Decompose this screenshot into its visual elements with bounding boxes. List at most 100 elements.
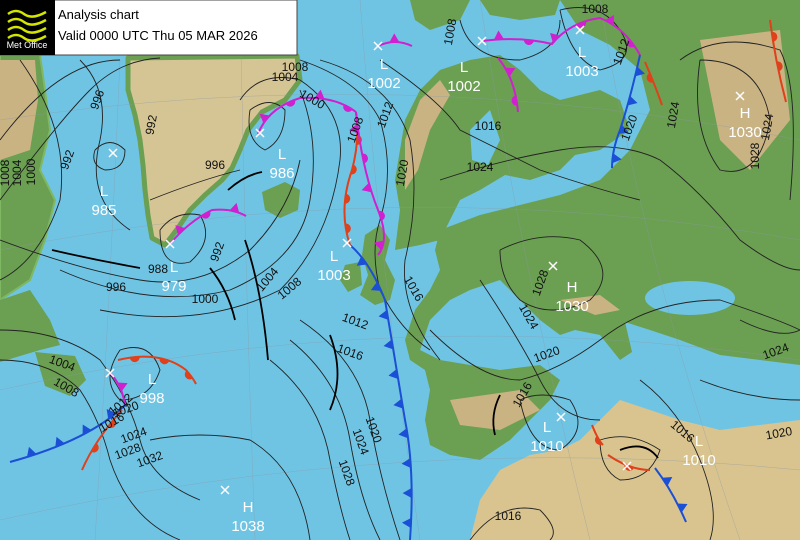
isobar <box>697 59 771 172</box>
front-symbol <box>55 436 65 448</box>
centre-marker <box>735 91 745 101</box>
isobar <box>299 59 431 351</box>
front-symbol <box>201 211 211 219</box>
front-symbol <box>618 124 629 135</box>
front-symbol <box>106 409 117 420</box>
front-symbol <box>493 30 504 40</box>
front-symbol <box>511 95 518 106</box>
valid-time: Valid 0000 UTC Thu 05 MAR 2026 <box>58 28 258 43</box>
centre-pressure: 1010 <box>530 438 563 455</box>
isobar <box>79 59 131 231</box>
logo-text: Met Office <box>7 40 48 50</box>
front-symbol <box>612 153 622 164</box>
occ-front <box>355 111 385 256</box>
front-symbol <box>388 369 399 380</box>
front-symbol <box>175 225 186 236</box>
front-symbol <box>117 382 128 392</box>
isobar <box>639 379 714 540</box>
centre-type: L <box>460 59 468 76</box>
trough <box>209 267 236 321</box>
land-area <box>470 110 500 165</box>
centre-marker <box>165 239 175 249</box>
isobar <box>299 319 401 540</box>
centre-type: H <box>740 105 751 122</box>
logo-box <box>0 0 55 55</box>
front-symbol <box>378 309 389 320</box>
warm-front <box>117 355 197 385</box>
centre-marker <box>342 238 352 248</box>
centre-marker <box>548 261 558 271</box>
centre-pressure: 1010 <box>682 452 715 469</box>
front-symbol <box>402 488 412 499</box>
front-symbol <box>229 202 240 213</box>
front-symbol <box>82 424 92 435</box>
centre-type: H <box>567 279 578 296</box>
isobar-label: 1004 <box>272 70 299 84</box>
isobar-label: 1024 <box>664 100 682 129</box>
front-symbol <box>362 153 368 164</box>
centre-type: L <box>578 44 586 61</box>
trough <box>329 334 339 411</box>
centre-pressure: 1002 <box>367 75 400 92</box>
centre-marker <box>477 36 487 46</box>
front-symbol <box>776 61 783 72</box>
isobars <box>0 7 800 540</box>
isobar <box>289 339 381 540</box>
isobar-label: 992 <box>143 113 160 135</box>
front-symbol <box>398 428 409 439</box>
centre-pressure: 998 <box>139 390 164 407</box>
isobar <box>149 169 241 201</box>
front-symbol <box>343 104 353 112</box>
centre-type: L <box>380 56 388 73</box>
isobar-label: 1016 <box>495 509 522 523</box>
front-symbol <box>771 31 778 42</box>
isobar <box>439 146 800 271</box>
front-symbol <box>159 358 170 365</box>
front-symbol <box>184 370 193 380</box>
trough <box>227 171 263 191</box>
cold-front <box>654 467 687 523</box>
isobar-label: 1008 <box>582 2 609 16</box>
centre-type: H <box>243 499 254 516</box>
trough <box>51 249 141 269</box>
centre-marker <box>255 128 265 138</box>
isobar <box>429 299 800 381</box>
front-symbol <box>107 419 116 428</box>
centre-type: L <box>278 146 286 163</box>
isobar-label: 992 <box>57 148 77 172</box>
isobar <box>149 434 311 540</box>
front-symbol <box>285 99 296 107</box>
isobar-label: 1020 <box>393 158 411 187</box>
chart-title: Analysis chart <box>58 7 139 22</box>
front-symbol <box>504 67 516 77</box>
isobar <box>679 41 794 201</box>
centre-type: L <box>100 183 108 200</box>
isobar-label: 1028 <box>748 142 762 169</box>
front-symbol <box>594 435 603 445</box>
logo-mark <box>7 9 47 42</box>
centre-marker <box>575 25 585 35</box>
centre-type: L <box>695 433 703 450</box>
centre-pressure: 1002 <box>447 78 480 95</box>
centre-pressure: 979 <box>161 278 186 295</box>
front-symbol <box>523 39 534 45</box>
isobar <box>59 89 314 298</box>
isobar <box>379 59 641 201</box>
front-symbol <box>393 398 404 409</box>
isobar-label: 1008 <box>0 159 12 186</box>
front-symbol <box>259 113 270 124</box>
header: Met Office Analysis chart Valid 0000 UTC… <box>0 0 298 56</box>
isobar <box>699 379 800 401</box>
isobar-label: 1016 <box>475 119 502 133</box>
isobar-label: 996 <box>106 280 126 294</box>
isobar <box>499 236 604 311</box>
front-symbol <box>373 240 384 250</box>
isobar <box>99 77 341 318</box>
centre-pressure: 985 <box>91 202 116 219</box>
front-symbol <box>370 281 382 291</box>
front-symbol <box>356 256 367 266</box>
front-symbol <box>350 164 357 175</box>
